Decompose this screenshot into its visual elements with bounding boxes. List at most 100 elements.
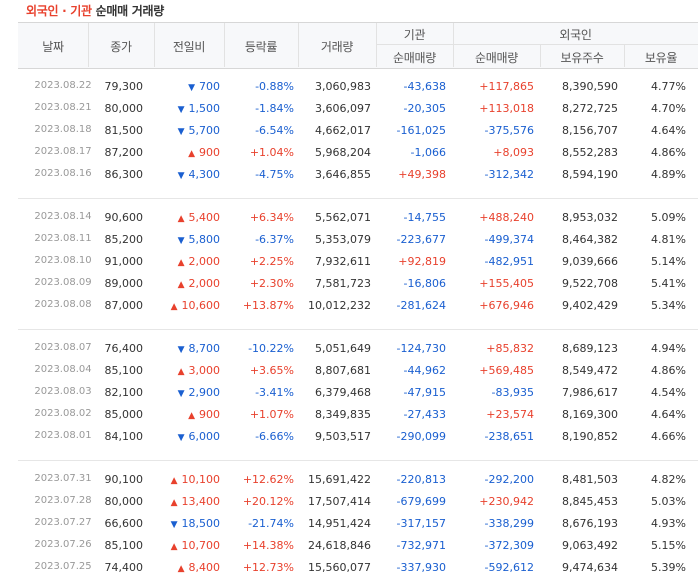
cell-close: 89,000: [104, 277, 144, 290]
cell-hold-rate: 4.66%: [651, 430, 686, 443]
triangle-down-icon: ▼: [177, 171, 185, 181]
cell-holdings: 7,986,617: [562, 386, 618, 399]
cell-change: ▼ 8,700: [178, 342, 220, 355]
cell-close: 85,100: [104, 539, 144, 552]
cell-foreign-net: +155,405: [479, 277, 534, 290]
cell-date: 2023.08.03: [34, 386, 92, 397]
table-row: 2023.08.17 87,200 ▲ 900 +1.04% 5,968,204 -1,06…: [18, 142, 698, 165]
cell-inst-net: -679,699: [396, 495, 446, 508]
change-value: 6,000: [188, 430, 221, 443]
table-row: 2023.08.01 84,100 ▼ 6,000 -6.66% 9,503,517 -29…: [18, 426, 698, 449]
table-row: 2023.07.31 90,100 ▲ 10,100 +12.62% 15,691,422…: [18, 469, 698, 492]
cell-close: 80,000: [104, 495, 144, 508]
table-row: 2023.08.09 89,000 ▲ 2,000 +2.30% 7,581,723 -16…: [18, 273, 698, 296]
cell-volume: 15,691,422: [308, 473, 371, 486]
cell-inst-net: -290,099: [396, 430, 446, 443]
cell-holdings: 9,402,429: [562, 299, 618, 312]
cell-inst-net: +49,398: [398, 168, 446, 181]
change-value: 700: [199, 80, 220, 93]
group-separator: [18, 460, 698, 461]
triangle-up-icon: ▲: [188, 411, 195, 421]
cell-date: 2023.07.31: [34, 473, 92, 484]
cell-hold-rate: 5.03%: [651, 495, 686, 508]
cell-hold-rate: 5.41%: [651, 277, 686, 290]
cell-rate: -0.88%: [255, 80, 294, 93]
cell-inst-net: +92,819: [398, 255, 446, 268]
cell-holdings: 8,169,300: [562, 408, 618, 421]
cell-foreign-net: -83,935: [491, 386, 534, 399]
cell-change: ▲ 900: [188, 408, 220, 421]
cell-holdings: 8,552,283: [562, 146, 618, 159]
triangle-up-icon: ▲: [188, 149, 195, 159]
cell-inst-net: -44,962: [403, 364, 446, 377]
cell-rate: -21.74%: [248, 517, 294, 530]
cell-rate: -6.37%: [255, 233, 294, 246]
cell-date: 2023.08.08: [34, 299, 92, 310]
cell-foreign-net: -238,651: [484, 430, 534, 443]
change-value: 5,400: [188, 211, 221, 224]
table-row: 2023.08.16 86,300 ▼ 4,300 -4.75% 3,646,855 +49…: [18, 164, 698, 187]
cell-change: ▲ 3,000: [178, 364, 220, 377]
cell-inst-net: -281,624: [396, 299, 446, 312]
cell-foreign-net: -482,951: [484, 255, 534, 268]
table-row: 2023.08.22 79,300 ▼ 700 -0.88% 3,060,983 -43,6…: [18, 76, 698, 99]
cell-rate: -1.84%: [255, 102, 294, 115]
table-row: 2023.07.25 74,400 ▲ 8,400 +12.73% 15,560,077 -…: [18, 557, 698, 580]
triangle-up-icon: ▲: [170, 542, 178, 552]
cell-hold-rate: 5.34%: [651, 299, 686, 312]
cell-inst-net: -27,433: [403, 408, 446, 421]
col-institution: 기관: [403, 28, 426, 42]
col-close: 종가: [110, 40, 132, 54]
change-value: 10,100: [181, 473, 221, 486]
cell-date: 2023.08.16: [34, 168, 92, 179]
cell-foreign-net: +230,942: [479, 495, 534, 508]
cell-volume: 3,060,983: [315, 80, 371, 93]
cell-change: ▲ 10,600: [171, 299, 220, 312]
cell-date: 2023.08.09: [34, 277, 92, 288]
cell-rate: -6.66%: [255, 430, 294, 443]
cell-foreign-net: -499,374: [484, 233, 534, 246]
cell-volume: 10,012,232: [308, 299, 371, 312]
cell-holdings: 8,156,707: [562, 124, 618, 137]
table-row: 2023.08.18 81,500 ▼ 5,700 -6.54% 4,662,017 -16…: [18, 120, 698, 143]
cell-rate: +13.87%: [242, 299, 294, 312]
triangle-down-icon: ▼: [170, 520, 178, 530]
table-row: 2023.07.26 85,100 ▲ 10,700 +14.38% 24,618,846…: [18, 535, 698, 558]
triangle-up-icon: ▲: [177, 258, 185, 268]
cell-inst-net: -1,066: [410, 146, 446, 159]
cell-change: ▲ 900: [188, 146, 220, 159]
cell-hold-rate: 4.64%: [651, 124, 686, 137]
triangle-down-icon: ▼: [177, 389, 185, 399]
cell-rate: +12.73%: [242, 561, 294, 574]
cell-foreign-net: +113,018: [479, 102, 534, 115]
cell-hold-rate: 5.15%: [651, 539, 686, 552]
cell-foreign-net: -292,200: [484, 473, 534, 486]
cell-change: ▼ 6,000: [178, 430, 220, 443]
cell-holdings: 8,594,190: [562, 168, 618, 181]
triangle-up-icon: ▲: [177, 214, 185, 224]
cell-volume: 6,379,468: [315, 386, 371, 399]
cell-change: ▲ 8,400: [178, 561, 220, 574]
cell-inst-net: -337,930: [396, 561, 446, 574]
cell-date: 2023.08.04: [34, 364, 92, 375]
table-row: 2023.08.02 85,000 ▲ 900 +1.07% 8,349,835 -27,4…: [18, 404, 698, 427]
cell-hold-rate: 4.64%: [651, 408, 686, 421]
cell-close: 90,600: [104, 211, 144, 224]
cell-holdings: 8,953,032: [562, 211, 618, 224]
cell-rate: -4.75%: [255, 168, 294, 181]
cell-holdings: 8,390,590: [562, 80, 618, 93]
cell-inst-net: -20,305: [403, 102, 446, 115]
cell-change: ▲ 2,000: [178, 277, 220, 290]
cell-inst-net: -14,755: [403, 211, 446, 224]
triangle-up-icon: ▲: [170, 476, 178, 486]
change-value: 13,400: [181, 495, 221, 508]
cell-rate: +2.25%: [249, 255, 294, 268]
change-value: 1,500: [188, 102, 221, 115]
cell-foreign-net: +676,946: [479, 299, 534, 312]
cell-close: 87,000: [104, 299, 144, 312]
cell-volume: 7,581,723: [315, 277, 371, 290]
cell-change: ▼ 2,900: [178, 386, 220, 399]
cell-rate: +20.12%: [242, 495, 294, 508]
table-row: 2023.07.28 80,000 ▲ 13,400 +20.12% 17,507,414…: [18, 491, 698, 514]
cell-inst-net: -43,638: [403, 80, 446, 93]
